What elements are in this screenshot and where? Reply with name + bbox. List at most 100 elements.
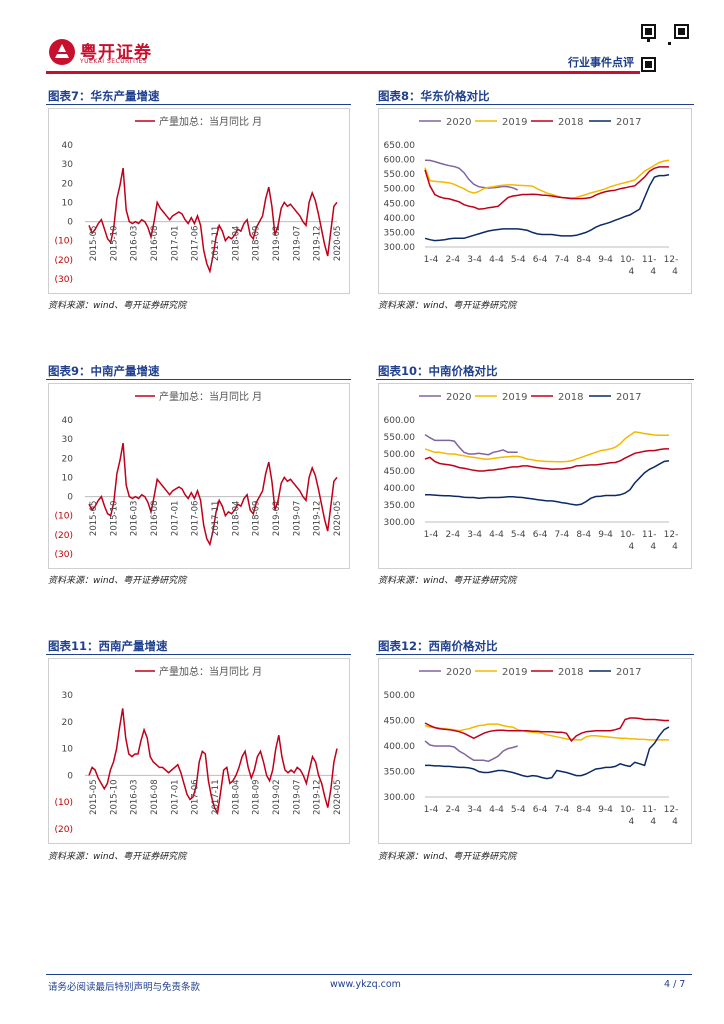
series-line	[88, 442, 338, 547]
legend-label: 2019	[502, 392, 527, 403]
x-tick-label: 9-4	[598, 805, 613, 815]
y-tick-label: 450.00	[384, 467, 416, 477]
legend-label: 产量加总：当月同比 月	[159, 115, 262, 128]
source-note: 资料来源：wind、粤开证券研究院	[48, 301, 187, 311]
x-tick-label: 2017-01	[170, 779, 180, 815]
x-tick-label: 2020-05	[333, 779, 343, 815]
y-tick-label: 350.00	[384, 228, 416, 238]
x-tick-label: 2017-01	[170, 226, 180, 262]
x-tick-label: 8-4	[576, 805, 591, 815]
y-tick-label: 450.00	[384, 199, 416, 209]
x-tick-label: 2017-11	[211, 779, 221, 815]
y-tick-label: 0	[67, 771, 73, 781]
series-line-2019	[424, 431, 669, 463]
chart-p12: 2020 2019 2018 2017 500.00 450.00 400.00 350.00…	[378, 658, 692, 844]
y-tick-label: 650.00	[384, 141, 416, 151]
x-tick-label: 5-4	[511, 805, 526, 815]
chart-title-p9: 图表9：中南产量增速	[48, 364, 160, 378]
x-tick-label: 2015-05	[89, 501, 99, 537]
x-tick-label: 2016-03	[130, 779, 140, 815]
y-tick-label: 30	[62, 435, 74, 445]
x-tick-label: 10-4	[620, 255, 635, 277]
x-tick-label: 3-4	[467, 530, 482, 540]
series-line-2018	[424, 448, 669, 472]
title-divider	[46, 104, 351, 105]
y-tick-label: 500.00	[384, 450, 416, 460]
x-tick-label: 2019-02	[272, 226, 282, 262]
x-tick-label: 2017-11	[211, 226, 221, 262]
x-tick-label: 6-4	[533, 255, 548, 265]
x-tick-label: 6-4	[533, 530, 548, 540]
y-tick-label: 40	[62, 416, 74, 426]
x-tick-label: 5-4	[511, 530, 526, 540]
y-tick-label: (20)	[55, 256, 73, 266]
x-tick-label: 2019-07	[292, 226, 302, 262]
y-tick-label: (20)	[55, 825, 73, 835]
x-tick-label: 10-4	[620, 530, 635, 552]
brand-name: 粤开证券	[80, 43, 152, 63]
footer-disclaimer: 请务必阅读最后特别声明与免责条款	[48, 982, 201, 993]
y-tick-label: 30	[62, 691, 74, 701]
legend-label: 2020	[446, 392, 471, 403]
legend-label: 2018	[558, 117, 583, 128]
x-tick-label: 2015-10	[109, 226, 119, 262]
page-number: 4 / 7	[664, 979, 686, 990]
x-tick-label: 2019-12	[313, 779, 323, 815]
x-tick-label: 4-4	[489, 805, 504, 815]
series-line-2020	[424, 433, 518, 456]
chart-p9: 产量加总：当月同比 月 40 30 20 10 0 (10) (20) (30) 2015-05 2…	[48, 383, 350, 569]
x-tick-label: 12-4	[664, 255, 679, 277]
source-note: 资料来源：wind、粤开证券研究院	[378, 852, 517, 862]
series-line-2020	[424, 740, 518, 763]
x-tick-label: 3-4	[467, 255, 482, 265]
y-tick-label: 600.00	[384, 156, 416, 166]
series-line	[88, 708, 338, 816]
chart-title-p11: 图表11：西南产量增速	[48, 639, 168, 653]
x-tick-label: 12-4	[664, 805, 679, 827]
x-tick-label: 8-4	[576, 255, 591, 265]
series-line-2019	[424, 723, 669, 741]
x-tick-label: 2018-04	[231, 226, 241, 262]
x-tick-label: 7-4	[555, 255, 570, 265]
x-tick-label: 11-4	[642, 530, 657, 552]
chart-title-p12: 图表12：西南价格对比	[378, 639, 498, 653]
x-tick-label: 2019-02	[272, 501, 282, 537]
x-tick-label: 7-4	[555, 530, 570, 540]
y-tick-label: (30)	[55, 550, 73, 560]
x-tick-label: 2020-05	[333, 226, 343, 262]
x-tick-label: 2017-06	[191, 779, 201, 815]
report-type-label: 行业事件点评	[568, 56, 634, 69]
x-tick-label: 3-4	[467, 805, 482, 815]
x-tick-label: 4-4	[489, 530, 504, 540]
source-note: 资料来源：wind、粤开证券研究院	[378, 576, 517, 586]
title-divider	[376, 654, 694, 655]
y-tick-label: (10)	[55, 798, 73, 808]
y-tick-label: 20	[62, 718, 74, 728]
series-line-2019	[424, 159, 670, 199]
legend-label: 2020	[446, 117, 471, 128]
x-tick-label: 11-4	[642, 805, 657, 827]
y-tick-label: 600.00	[384, 416, 416, 426]
y-tick-label: (30)	[55, 275, 73, 285]
x-tick-label: 2016-03	[130, 501, 140, 537]
y-tick-label: 300.00	[384, 518, 416, 528]
y-tick-label: 400.00	[384, 484, 416, 494]
legend-label: 2017	[616, 117, 641, 128]
y-tick-label: 450.00	[384, 717, 416, 727]
x-tick-label: 10-4	[620, 805, 635, 827]
legend-label: 2017	[616, 392, 641, 403]
x-tick-label: 2016-08	[150, 501, 160, 537]
qr-code-icon	[641, 24, 689, 72]
x-tick-label: 12-4	[664, 530, 679, 552]
y-tick-label: (10)	[55, 237, 73, 247]
x-tick-label: 2016-03	[130, 226, 140, 262]
chart-p8: 2020 2019 2018 2017 650.00 600.00 550.00 500.00…	[378, 108, 692, 294]
y-tick-label: 10	[62, 198, 74, 208]
x-tick-label: 2018-09	[252, 501, 262, 537]
footer-url[interactable]: www.ykzq.com	[330, 979, 401, 990]
y-tick-label: 550.00	[384, 170, 416, 180]
brand-name-english: YUEKAI SECURITIES	[80, 58, 148, 65]
footer-divider	[46, 974, 692, 975]
chart-p10: 2020 2019 2018 2017 600.00 550.00 500.00 450.00…	[378, 383, 692, 569]
x-tick-label: 6-4	[533, 805, 548, 815]
